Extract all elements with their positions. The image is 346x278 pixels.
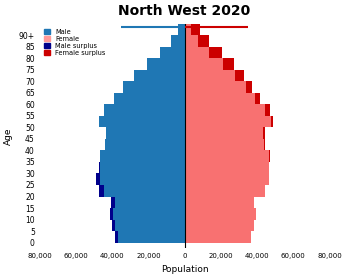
Bar: [191, 24, 200, 35]
Bar: [123, 81, 184, 93]
Bar: [184, 220, 254, 231]
Bar: [99, 116, 184, 127]
Bar: [184, 70, 244, 81]
Bar: [184, 208, 256, 220]
Bar: [184, 139, 265, 150]
Bar: [264, 139, 265, 150]
Bar: [184, 24, 200, 35]
Title: North West 2020: North West 2020: [118, 4, 251, 18]
Bar: [184, 81, 253, 93]
Bar: [184, 93, 260, 104]
Bar: [99, 185, 184, 197]
Bar: [96, 173, 100, 185]
Bar: [114, 93, 184, 104]
X-axis label: Population: Population: [161, 265, 208, 274]
Bar: [106, 127, 184, 139]
Bar: [184, 197, 254, 208]
Legend: Male, Female, Male surplus, Female surplus: Male, Female, Male surplus, Female surpl…: [43, 28, 106, 56]
Bar: [115, 231, 118, 243]
Bar: [112, 220, 115, 231]
Bar: [255, 93, 260, 104]
Y-axis label: Age: Age: [4, 127, 13, 145]
Bar: [111, 197, 184, 208]
Bar: [105, 139, 184, 150]
Bar: [99, 185, 104, 197]
Bar: [110, 208, 184, 220]
Bar: [265, 104, 270, 116]
Bar: [271, 116, 273, 127]
Bar: [184, 150, 270, 162]
Bar: [184, 231, 251, 243]
Bar: [222, 58, 234, 70]
Bar: [160, 47, 184, 58]
Bar: [171, 35, 184, 47]
Bar: [134, 70, 184, 81]
Bar: [184, 104, 270, 116]
Bar: [184, 162, 269, 173]
Bar: [269, 150, 270, 162]
Bar: [184, 185, 265, 197]
Bar: [209, 47, 222, 58]
Bar: [100, 150, 184, 162]
Bar: [184, 116, 273, 127]
Bar: [235, 70, 244, 81]
Bar: [96, 173, 184, 185]
Bar: [112, 220, 184, 231]
Bar: [115, 231, 184, 243]
Bar: [246, 81, 253, 93]
Bar: [99, 162, 184, 173]
Bar: [178, 24, 184, 35]
Bar: [184, 47, 222, 58]
Bar: [184, 58, 234, 70]
Bar: [198, 35, 209, 47]
Bar: [111, 197, 115, 208]
Bar: [263, 127, 265, 139]
Bar: [104, 104, 184, 116]
Bar: [147, 58, 184, 70]
Bar: [110, 208, 113, 220]
Bar: [99, 162, 100, 173]
Bar: [184, 35, 209, 47]
Bar: [184, 173, 269, 185]
Bar: [184, 127, 265, 139]
